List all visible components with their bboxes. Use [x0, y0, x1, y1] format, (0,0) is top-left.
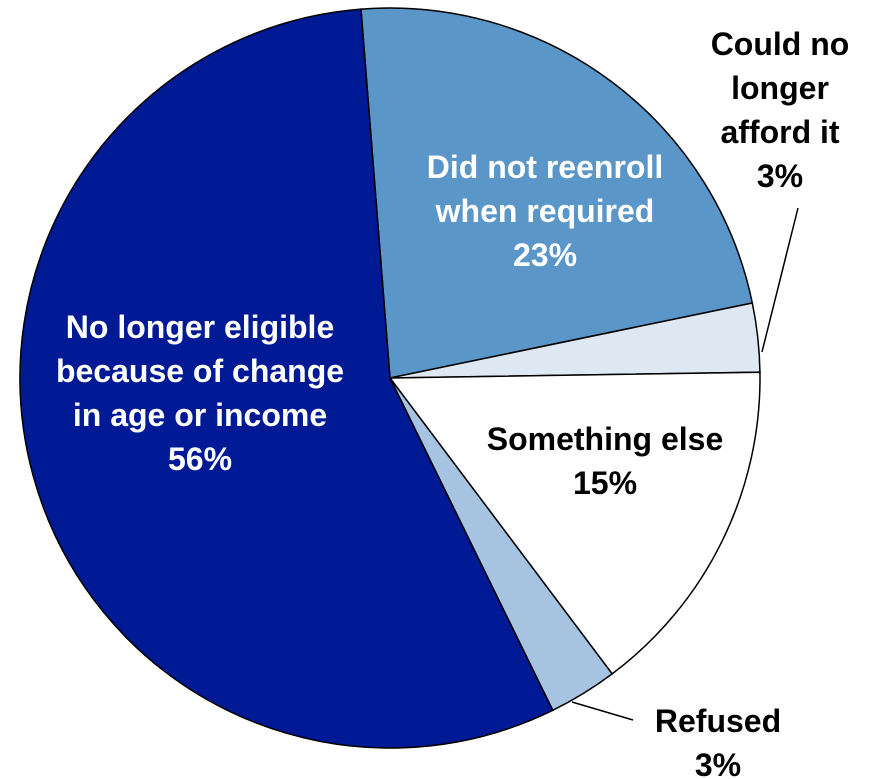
pie-slices: [19, 7, 761, 749]
slice-label-line: Could no: [711, 26, 850, 62]
slice-label-line: because of change: [56, 353, 344, 389]
slice-label-line: Something else: [487, 421, 724, 457]
slice-label-line: in age or income: [73, 397, 327, 433]
leader-line-1: [761, 207, 799, 353]
pie-slice-2: [388, 371, 761, 675]
slice-label-3: Refused 3%: [655, 703, 781, 779]
pie-slice-4: [19, 8, 554, 749]
slice-label-1: Could no longer afford it 3%: [711, 26, 850, 194]
slice-label-line: afford it: [720, 114, 839, 150]
slice-label-line: No longer eligible: [66, 309, 334, 345]
leader-lines: [571, 207, 799, 721]
leader-line-3: [571, 701, 634, 721]
slice-value-label: 3%: [757, 158, 803, 194]
slice-label-line: longer: [731, 70, 829, 106]
slice-value-label: 15%: [573, 465, 637, 501]
slice-value-label: 56%: [168, 441, 232, 477]
slice-label-line: Did not reenroll: [427, 149, 663, 185]
slice-value-label: 3%: [695, 747, 741, 779]
pie-slice-0: [360, 7, 754, 379]
slice-label-0: Did not reenroll when required 23%: [427, 149, 663, 273]
slice-value-label: 23%: [513, 237, 577, 273]
slice-label-line: Refused: [655, 703, 781, 739]
slice-labels: Did not reenroll when required 23% Could no…: [56, 26, 849, 779]
slice-label-2: Something else 15%: [487, 421, 724, 501]
slice-label-4: No longer eligible because of change in ag…: [56, 309, 344, 477]
slice-label-line: when required: [435, 193, 655, 229]
